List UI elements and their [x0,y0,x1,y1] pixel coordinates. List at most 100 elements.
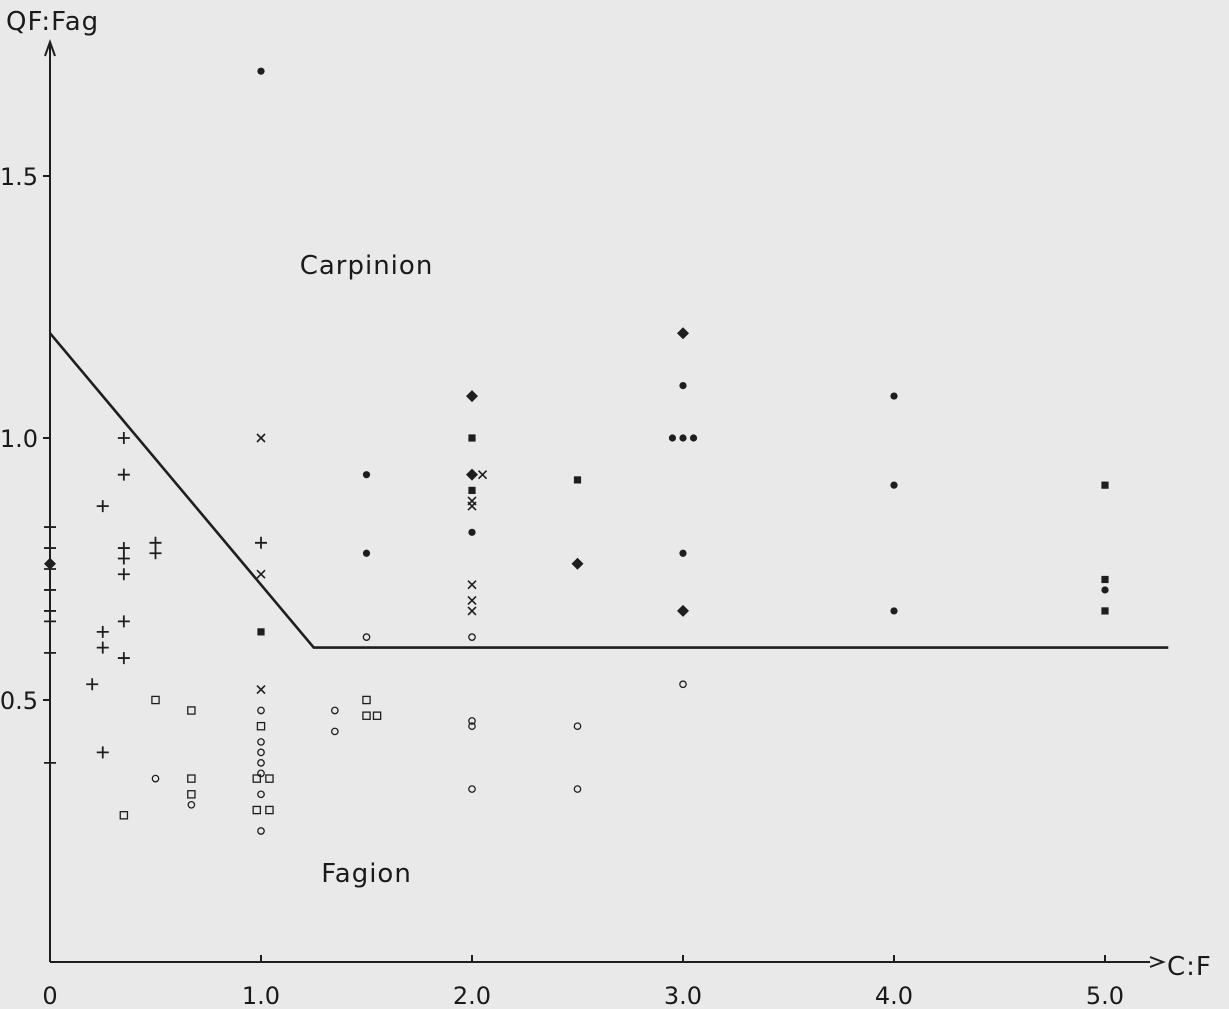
x-axis-label: C:F [1167,952,1212,982]
point-plus [96,641,109,654]
point-diamond-filled [44,557,56,570]
point-circle-open [257,827,265,835]
x-tick-label: 5.0 [1086,982,1124,1009]
point-plus [117,468,130,481]
point-plus [44,521,56,534]
point-square-filled [468,486,476,494]
point-square-open [187,790,196,799]
point-square-filled [1101,481,1109,489]
point-dot [679,549,687,557]
point-cross [467,606,477,616]
point-circle-open [330,727,339,736]
x-tick-label: 0 [42,982,57,1009]
x-tick-label: 3.0 [664,982,702,1009]
point-square-open [362,695,371,705]
point-square-open [256,721,266,731]
point-square-open [362,711,371,720]
point-circle-open [468,717,476,725]
point-circle-open [257,748,265,757]
boundary-line [49,332,1169,649]
data-points [44,67,1109,835]
point-plus [96,500,109,513]
y-axis-label: QF:Fag [6,7,99,37]
point-circle-open [257,759,265,767]
point-square-open [187,706,196,715]
point-plus [44,646,56,659]
labels: QF:Fag C:F Carpinion Fagion [6,7,1212,982]
point-plus [117,568,130,581]
point-dot [668,434,677,442]
point-dot [890,392,898,400]
x-tick-label: 4.0 [875,982,913,1009]
point-plus [86,678,99,691]
point-cross [256,684,266,695]
point-circle-open [151,774,160,783]
point-square-open [265,774,274,783]
point-circle-open [362,633,371,641]
point-plus [149,547,162,560]
point-diamond-filled [677,604,689,617]
x-axis-arrow [1149,956,1166,968]
point-plus [117,552,130,565]
point-plus [117,542,130,555]
y-tick-label: 1.5 [0,163,38,191]
point-dot [890,481,898,489]
point-diamond-filled [466,468,478,481]
point-square-open [187,774,196,783]
region-label-carpinion: Carpinion [300,251,434,281]
point-plus [149,536,162,549]
point-plus [117,652,130,665]
y-tick-label: 1.0 [0,425,38,453]
point-cross [467,580,477,590]
point-dot [689,434,698,442]
point-dot [257,67,265,75]
point-circle-open [330,706,339,715]
point-square-filled [1101,607,1109,615]
boundary-line-group [49,332,1169,649]
x-tick-label: 2.0 [453,982,491,1009]
point-cross [467,595,477,606]
point-circle-open [468,722,476,731]
point-square-filled [468,434,476,442]
point-square-open [151,695,160,705]
point-circle-open [468,633,476,641]
point-dot [362,549,371,557]
point-square-filled [257,628,265,636]
point-dot [679,382,687,390]
y-tick-label: 0.5 [0,687,38,715]
point-plus [44,583,56,596]
point-cross [467,501,477,511]
point-dot [679,434,687,442]
y-axis-arrow [44,39,56,57]
point-circle-open [257,706,265,715]
point-plus [96,746,109,759]
point-square-open [265,805,274,815]
point-square-open [252,774,262,783]
x-tick-label: 1.0 [242,982,280,1009]
point-plus [96,625,109,638]
point-square-filled [1101,575,1109,584]
point-plus [44,542,56,555]
point-plus [44,615,56,628]
point-circle-open [468,785,476,793]
axes: 0 1.0 2.0 3.0 4.0 5.0 0.5 1.0 1.5 [0,39,1166,1009]
point-circle-open [573,785,582,793]
point-dot [890,607,898,615]
point-circle-open [187,800,196,809]
point-square-filled [573,476,582,484]
point-plus [117,432,130,444]
point-plus [44,604,56,617]
point-plus [44,756,56,769]
point-circle-open [573,722,582,731]
point-circle-open [679,680,687,689]
point-diamond-filled [571,557,584,570]
point-dot [362,471,371,479]
point-dot [468,528,476,536]
point-plus [255,536,267,549]
point-circle-open [257,790,265,799]
point-circle-open [257,738,265,746]
point-square-open [119,811,129,820]
point-cross [256,433,266,443]
region-label-fagion: Fagion [321,859,412,889]
